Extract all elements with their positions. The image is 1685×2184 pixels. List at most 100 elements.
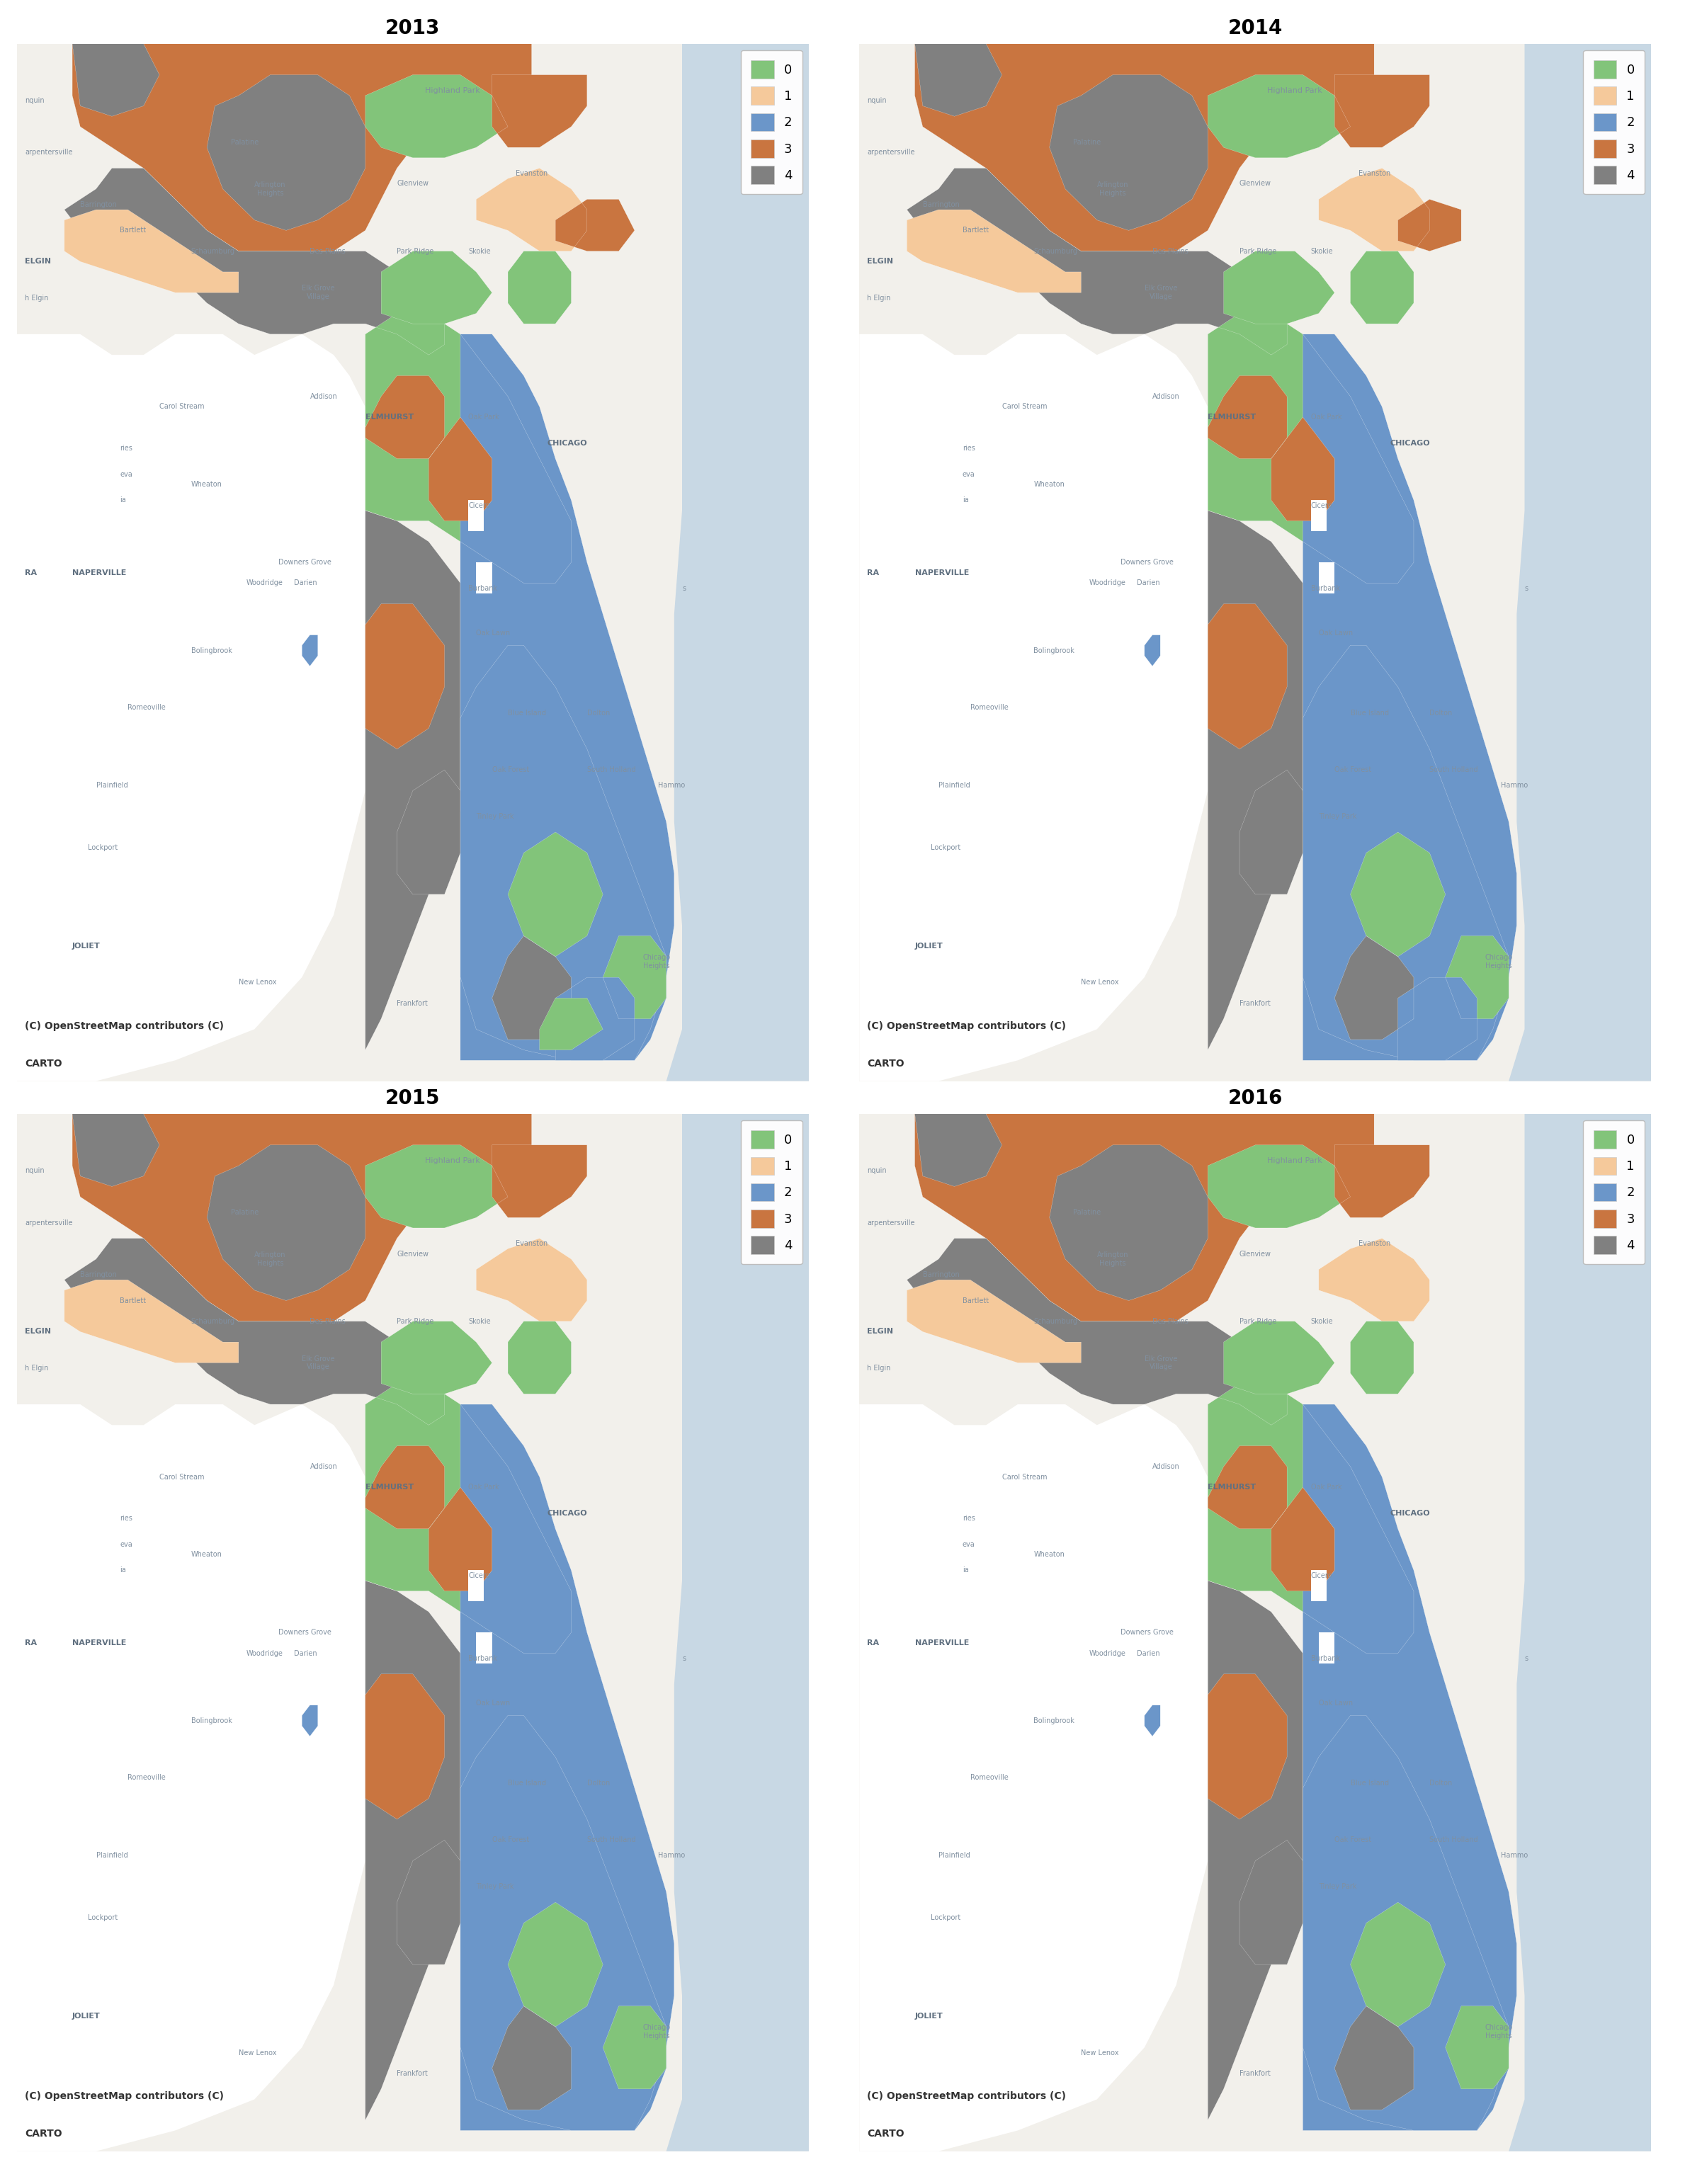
Text: South Holland: South Holland [1429, 1837, 1478, 1843]
Text: Palatine: Palatine [1073, 140, 1100, 146]
Text: ries: ries [962, 1516, 976, 1522]
Polygon shape [64, 168, 445, 354]
Text: Blue Island: Blue Island [1350, 1780, 1388, 1787]
Polygon shape [366, 1581, 460, 2121]
Text: Blue Island: Blue Island [507, 710, 546, 716]
Text: Barrington: Barrington [81, 1271, 116, 1278]
Text: Blue Island: Blue Island [507, 1780, 546, 1787]
Text: New Lenox: New Lenox [1082, 2049, 1119, 2055]
Polygon shape [666, 44, 809, 1081]
Text: Lockport: Lockport [88, 845, 118, 852]
Text: RA: RA [25, 570, 37, 577]
Polygon shape [1335, 74, 1429, 149]
Polygon shape [1144, 1706, 1161, 1736]
Text: ELMHURST: ELMHURST [366, 413, 413, 422]
Polygon shape [859, 44, 1651, 1081]
Text: Lockport: Lockport [88, 1915, 118, 1922]
Text: Burbank: Burbank [1311, 585, 1340, 592]
Text: Barrington: Barrington [81, 201, 116, 207]
Polygon shape [1223, 1321, 1335, 1393]
Text: NAPERVILLE: NAPERVILLE [915, 570, 969, 577]
Polygon shape [507, 832, 603, 957]
Text: Downers Grove: Downers Grove [1121, 1629, 1174, 1636]
Text: Cicero: Cicero [468, 1572, 490, 1579]
Text: Plainfield: Plainfield [939, 1852, 971, 1859]
Text: CHICAGO: CHICAGO [1390, 439, 1431, 446]
Text: JOLIET: JOLIET [72, 943, 101, 950]
Polygon shape [1208, 314, 1414, 583]
Text: eva: eva [962, 1542, 976, 1548]
Text: Addison: Addison [1153, 393, 1180, 400]
Text: h Elgin: h Elgin [868, 1365, 891, 1372]
Text: ia: ia [962, 496, 969, 505]
Text: Cicero: Cicero [1311, 502, 1333, 509]
Text: CARTO: CARTO [868, 1059, 905, 1068]
Polygon shape [1303, 1717, 1508, 2132]
Polygon shape [17, 334, 366, 1081]
Polygon shape [1208, 1673, 1287, 1819]
Text: Oak Lawn: Oak Lawn [1319, 1699, 1353, 1706]
Text: eva: eva [120, 1542, 133, 1548]
Text: Burbank: Burbank [1311, 1655, 1340, 1662]
Text: h Elgin: h Elgin [868, 295, 891, 301]
Text: Darien: Darien [1136, 1649, 1159, 1658]
Polygon shape [603, 935, 666, 1018]
Polygon shape [492, 935, 571, 1040]
Text: Park Ridge: Park Ridge [1240, 247, 1277, 256]
Polygon shape [1508, 1114, 1651, 2151]
Text: Palatine: Palatine [231, 1210, 258, 1216]
Text: Lockport: Lockport [930, 845, 960, 852]
Text: NAPERVILLE: NAPERVILLE [72, 570, 126, 577]
Text: Plainfield: Plainfield [96, 782, 128, 788]
Text: Glenview: Glenview [1240, 181, 1272, 188]
Text: Carol Stream: Carol Stream [1003, 404, 1046, 411]
Polygon shape [1208, 1144, 1350, 1227]
Text: RA: RA [25, 1640, 37, 1647]
Text: Tinley Park: Tinley Park [477, 812, 514, 819]
Text: Burbank: Burbank [468, 1655, 497, 1662]
Polygon shape [1446, 935, 1508, 1018]
Polygon shape [1050, 1144, 1208, 1299]
Text: Des Plains: Des Plains [1153, 247, 1188, 256]
Polygon shape [907, 1238, 1287, 1426]
Polygon shape [1311, 500, 1326, 531]
Text: (C) OpenStreetMap contributors (C): (C) OpenStreetMap contributors (C) [868, 2092, 1067, 2101]
Text: Addison: Addison [310, 393, 337, 400]
Polygon shape [1208, 1446, 1287, 1529]
Text: JOLIET: JOLIET [72, 2014, 101, 2020]
Polygon shape [1208, 74, 1350, 157]
Polygon shape [1208, 1581, 1303, 2121]
Text: NAPERVILLE: NAPERVILLE [72, 1640, 126, 1647]
Legend: 0, 1, 2, 3, 4: 0, 1, 2, 3, 4 [740, 1120, 802, 1265]
Text: Highland Park: Highland Park [425, 1158, 480, 1164]
Polygon shape [366, 1144, 507, 1227]
Text: Cicero: Cicero [1311, 1572, 1333, 1579]
Polygon shape [1270, 417, 1335, 520]
Polygon shape [1303, 646, 1508, 1061]
Polygon shape [366, 1673, 445, 1819]
Text: Oak Lawn: Oak Lawn [477, 1699, 511, 1706]
Polygon shape [366, 376, 445, 459]
Polygon shape [428, 417, 492, 520]
Polygon shape [366, 74, 507, 157]
Text: Addison: Addison [310, 1463, 337, 1470]
Polygon shape [460, 1717, 666, 2132]
Polygon shape [907, 168, 1287, 354]
Text: Tinley Park: Tinley Park [477, 1883, 514, 1889]
Text: CARTO: CARTO [25, 2129, 62, 2138]
Text: ELGIN: ELGIN [868, 258, 893, 264]
Legend: 0, 1, 2, 3, 4: 0, 1, 2, 3, 4 [1582, 1120, 1645, 1265]
Text: Schaumburg: Schaumburg [190, 1317, 234, 1326]
Polygon shape [915, 44, 1003, 116]
Text: Hammo: Hammo [1501, 1852, 1528, 1859]
Text: Frankfort: Frankfort [398, 1000, 428, 1007]
Polygon shape [539, 998, 603, 1051]
Text: Dolton: Dolton [1429, 1780, 1452, 1787]
Polygon shape [302, 1706, 318, 1736]
Polygon shape [915, 44, 1375, 251]
Text: nquin: nquin [25, 98, 44, 105]
Polygon shape [1399, 978, 1478, 1061]
Text: s: s [1525, 1655, 1528, 1662]
Polygon shape [477, 168, 586, 251]
Text: Des Plains: Des Plains [1153, 1317, 1188, 1326]
